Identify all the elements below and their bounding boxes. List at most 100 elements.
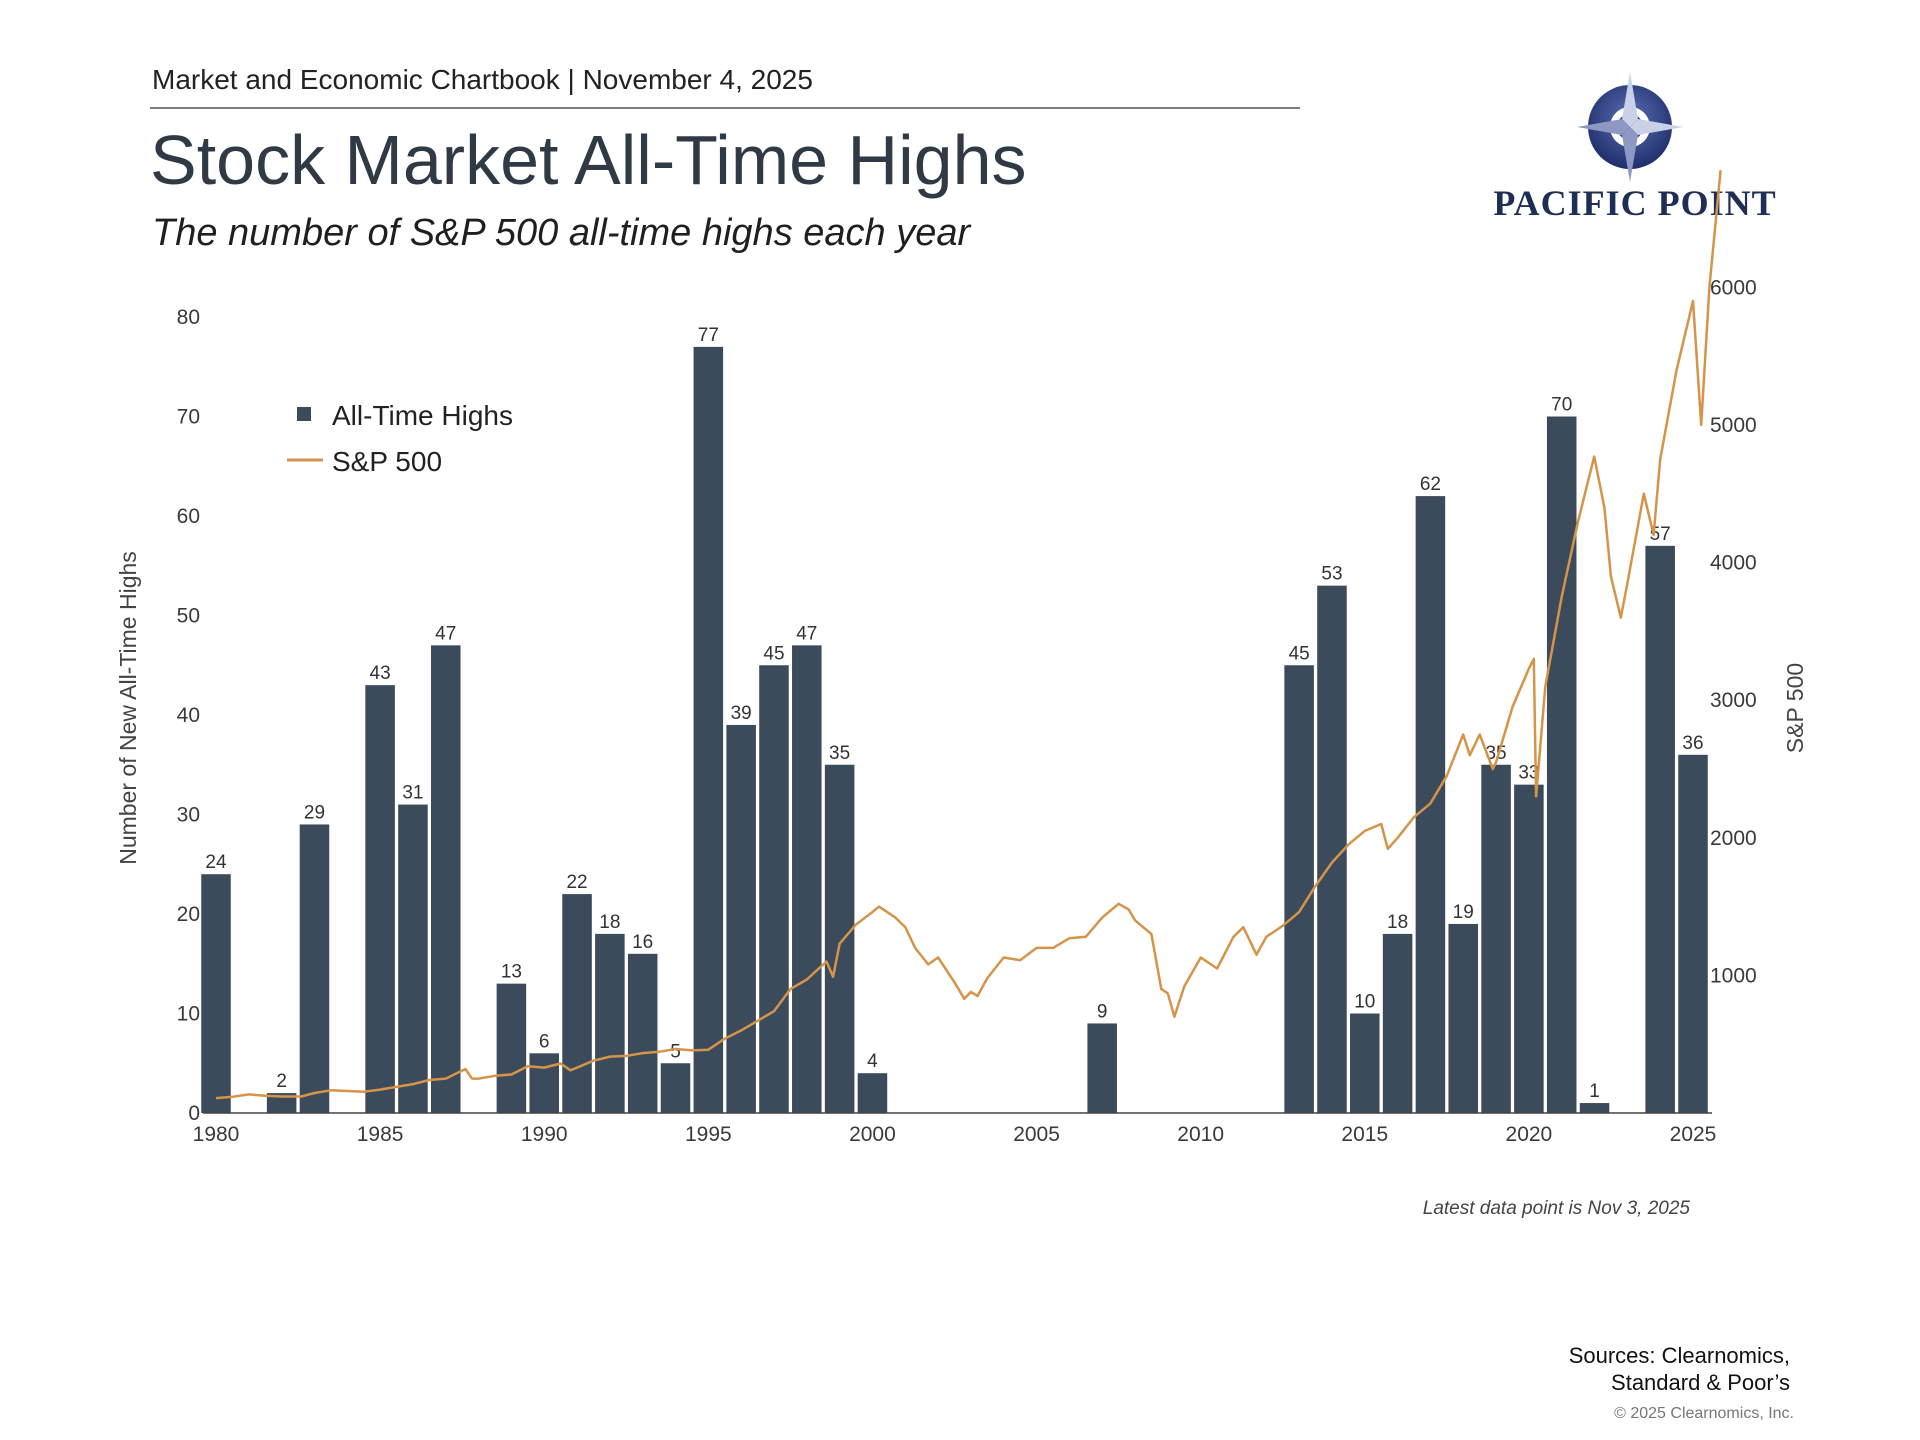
- bar-1992: [595, 933, 625, 1113]
- legend: All-Time Highs S&P 500: [287, 400, 513, 477]
- bar-1998: [792, 645, 822, 1113]
- bar-label-1990: 6: [539, 1031, 550, 1052]
- y-tick-80: 80: [177, 306, 200, 329]
- bar-label-1994: 5: [670, 1041, 681, 1062]
- bar-1987: [430, 645, 461, 1113]
- right-axis: 1000 2000 3000 4000 5000 6000: [1710, 276, 1757, 987]
- bar-label-1982: 2: [276, 1071, 287, 1092]
- bar-1997: [759, 665, 789, 1113]
- y2-tick-5000: 5000: [1710, 414, 1757, 437]
- bar-label-1989: 13: [501, 962, 522, 983]
- bar-label-2007: 9: [1097, 1001, 1108, 1022]
- bar-1990: [529, 1053, 559, 1113]
- bar-1986: [398, 804, 428, 1113]
- y-tick-20: 20: [177, 903, 200, 926]
- bar-2024: [1645, 545, 1675, 1113]
- bar-label-1995: 77: [698, 325, 719, 346]
- bar-label-2014: 53: [1321, 564, 1342, 585]
- bar-label-1985: 43: [370, 663, 391, 684]
- bar-2025: [1678, 754, 1708, 1113]
- y-tick-50: 50: [177, 605, 200, 628]
- sp500-line: [215, 170, 1722, 1100]
- bar-label-2015: 10: [1354, 992, 1375, 1013]
- bar-label-1983: 29: [304, 802, 325, 823]
- bar-1985: [365, 685, 395, 1113]
- y-tick-10: 10: [177, 1003, 200, 1026]
- header-kicker: Market and Economic Chartbook | November…: [152, 64, 813, 95]
- y-tick-30: 30: [177, 804, 200, 827]
- page-title: Stock Market All-Time Highs: [150, 121, 1027, 199]
- bar-label-2025: 36: [1682, 733, 1703, 754]
- y2-tick-6000: 6000: [1710, 276, 1757, 299]
- page-subtitle: The number of S&P 500 all-time highs eac…: [152, 212, 971, 254]
- bar-1999: [824, 764, 855, 1113]
- bar-label-1996: 39: [731, 703, 752, 724]
- x-tick-2005: 2005: [1013, 1123, 1060, 1146]
- bar-label-1980: 24: [205, 852, 227, 873]
- bar-label-2020: 33: [1518, 763, 1539, 784]
- bar-1995: [693, 346, 724, 1114]
- bar-label-1993: 16: [632, 932, 653, 953]
- y-tick-40: 40: [177, 704, 200, 727]
- left-axis: 0 10 20 30 40 50 60 70 80: [177, 306, 200, 1125]
- bar-2007: [1087, 1023, 1117, 1113]
- bar-1989: [496, 983, 527, 1113]
- bar-label-2021: 70: [1551, 395, 1572, 416]
- bar-label-1998: 47: [796, 623, 817, 644]
- bar-label-2000: 4: [867, 1051, 878, 1072]
- bar-data-labels: 2422943314713622181657739454735494553101…: [205, 325, 1703, 1102]
- y-tick-70: 70: [177, 406, 200, 429]
- bar-label-2017: 62: [1420, 474, 1441, 495]
- y2-tick-1000: 1000: [1710, 964, 1757, 987]
- bar-label-1992: 18: [599, 912, 620, 933]
- x-tick-2010: 2010: [1177, 1123, 1224, 1146]
- bar-2000: [857, 1073, 888, 1113]
- bar-label-1997: 45: [763, 643, 784, 664]
- brand-logo: PACIFIC POINT: [1480, 72, 1790, 232]
- bar-1983: [299, 824, 330, 1113]
- bar-1994: [660, 1063, 691, 1113]
- bar-2014: [1317, 585, 1347, 1113]
- compass-star-icon: [1577, 72, 1683, 182]
- bar-label-1999: 35: [829, 743, 850, 764]
- sources: Sources: Clearnomics, Standard & Poor’s: [1460, 1342, 1790, 1396]
- bar-2015: [1350, 1013, 1380, 1113]
- bar-2016: [1382, 933, 1413, 1113]
- copyright: © 2025 Clearnomics, Inc.: [1614, 1405, 1794, 1422]
- x-tick-2025: 2025: [1670, 1123, 1717, 1146]
- legend-label-sp500: S&P 500: [332, 446, 442, 477]
- x-axis: 1980 1985 1990 1995 2000 2005 2010 2015 2020 2025: [193, 1123, 1717, 1146]
- bar-1996: [726, 724, 756, 1113]
- bar-label-2013: 45: [1289, 643, 1310, 664]
- bar-label-2018: 19: [1453, 902, 1474, 923]
- bar-label-1986: 31: [402, 783, 423, 804]
- bar-label-1991: 22: [566, 872, 587, 893]
- x-tick-1985: 1985: [357, 1123, 404, 1146]
- brand-name: PACIFIC POINT: [1493, 183, 1777, 223]
- bar-1991: [562, 894, 592, 1113]
- bar-1993: [627, 953, 658, 1113]
- data-note: Latest data point is Nov 3, 2025: [1422, 1198, 1690, 1219]
- bar-1980: [201, 874, 231, 1113]
- bar-label-2022: 1: [1589, 1081, 1600, 1102]
- bar-2021: [1546, 416, 1577, 1113]
- legend-label-all-time-highs: All-Time Highs: [332, 400, 513, 431]
- legend-bar-swatch: [297, 407, 311, 421]
- bar-series: [201, 346, 1708, 1114]
- bar-label-1987: 47: [435, 623, 456, 644]
- bar-2019: [1481, 764, 1511, 1113]
- x-tick-1990: 1990: [521, 1123, 568, 1146]
- y2-axis-title: S&P 500: [1782, 663, 1808, 753]
- bar-1982: [266, 1093, 297, 1113]
- header-divider: [150, 107, 1300, 109]
- y-tick-60: 60: [177, 505, 200, 528]
- bar-label-2016: 18: [1387, 912, 1408, 933]
- y2-tick-2000: 2000: [1710, 827, 1757, 850]
- y-tick-0: 0: [188, 1102, 200, 1125]
- x-tick-2000: 2000: [849, 1123, 896, 1146]
- bar-2020: [1514, 784, 1544, 1113]
- y2-tick-4000: 4000: [1710, 552, 1757, 575]
- sources-line-1: Sources: Clearnomics,: [1568, 1343, 1790, 1368]
- bar-2013: [1284, 665, 1314, 1113]
